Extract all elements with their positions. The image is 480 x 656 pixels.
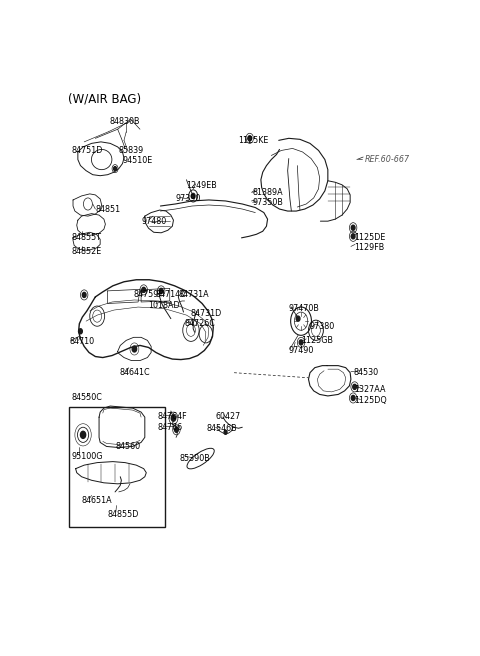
Text: REF.60-667: REF.60-667	[365, 155, 410, 164]
Circle shape	[79, 329, 83, 334]
Text: 85390B: 85390B	[180, 454, 211, 463]
Text: 84546B: 84546B	[207, 424, 238, 433]
Text: 97470B: 97470B	[289, 304, 320, 313]
Circle shape	[224, 430, 227, 434]
Circle shape	[248, 136, 252, 141]
Circle shape	[83, 293, 86, 297]
Circle shape	[114, 167, 117, 171]
Text: 84851: 84851	[96, 205, 120, 214]
Circle shape	[175, 427, 178, 432]
Circle shape	[353, 384, 357, 390]
Text: 84714C: 84714C	[156, 291, 187, 299]
Text: 97390: 97390	[175, 194, 201, 203]
Circle shape	[81, 431, 85, 438]
Text: 84651A: 84651A	[82, 496, 112, 505]
Text: 1125GB: 1125GB	[301, 336, 333, 345]
Text: 84751D: 84751D	[71, 146, 103, 155]
Circle shape	[299, 340, 303, 345]
Text: 1327AA: 1327AA	[354, 385, 385, 394]
Text: 84530: 84530	[354, 368, 379, 377]
Text: 84852E: 84852E	[71, 247, 101, 256]
Circle shape	[296, 316, 300, 321]
Text: 84759F: 84759F	[133, 291, 164, 299]
Text: 60427: 60427	[216, 412, 241, 420]
Text: 97490: 97490	[289, 346, 314, 355]
Text: 97350B: 97350B	[252, 198, 284, 207]
Text: 1125DQ: 1125DQ	[354, 396, 386, 405]
Text: 84766: 84766	[157, 422, 182, 432]
Circle shape	[192, 194, 195, 198]
Text: 84726C: 84726C	[185, 319, 216, 328]
Text: 95100G: 95100G	[71, 452, 103, 461]
Circle shape	[171, 415, 176, 421]
Text: 1125KE: 1125KE	[239, 136, 269, 145]
Text: 84855T: 84855T	[71, 234, 101, 242]
Text: 85839: 85839	[119, 146, 144, 155]
Circle shape	[159, 289, 163, 293]
Text: 84830B: 84830B	[110, 117, 140, 126]
Text: 94510E: 94510E	[122, 156, 153, 165]
Text: 97380: 97380	[310, 321, 335, 331]
Circle shape	[132, 346, 137, 352]
Text: 1249EB: 1249EB	[186, 181, 217, 190]
Bar	[69, 407, 165, 527]
Text: 84855D: 84855D	[108, 510, 139, 519]
Text: (W/AIR BAG): (W/AIR BAG)	[68, 93, 141, 106]
Text: 84731D: 84731D	[191, 309, 222, 318]
Circle shape	[142, 287, 145, 293]
Text: 84731A: 84731A	[178, 291, 209, 299]
Text: 1018AD: 1018AD	[148, 300, 180, 310]
Text: 84764F: 84764F	[157, 412, 187, 420]
Text: 84641C: 84641C	[120, 368, 150, 377]
Text: 84560: 84560	[115, 442, 140, 451]
Circle shape	[351, 396, 355, 400]
Circle shape	[351, 225, 355, 230]
Text: 84550C: 84550C	[71, 394, 102, 402]
Text: 97480: 97480	[142, 216, 167, 226]
Text: 1125DE: 1125DE	[354, 234, 385, 242]
Text: 1129FB: 1129FB	[354, 243, 384, 253]
Text: 84710: 84710	[69, 337, 95, 346]
Text: 81389A: 81389A	[252, 188, 283, 197]
Circle shape	[351, 234, 355, 239]
